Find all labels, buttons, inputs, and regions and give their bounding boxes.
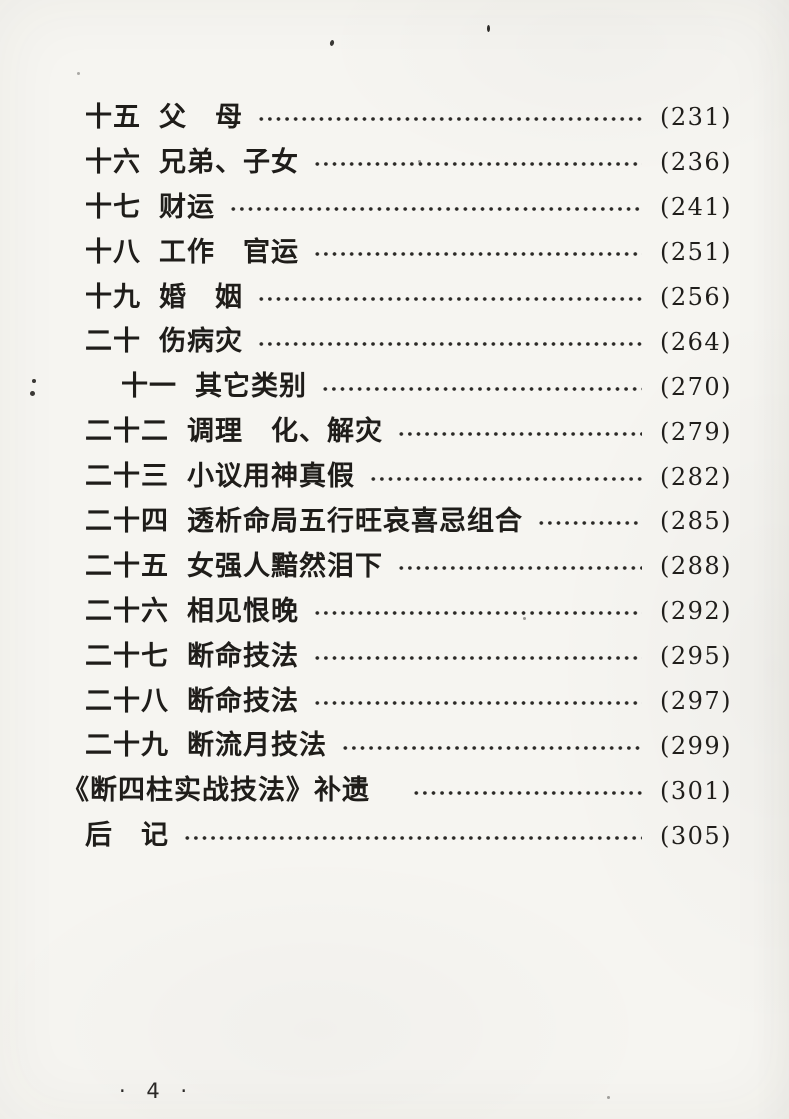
toc-entry-label: 二十五 xyxy=(85,550,169,581)
toc-entry-title: 兄弟、子女 xyxy=(159,146,299,177)
dot-leader xyxy=(537,520,642,527)
toc-entry-label: 二十六 xyxy=(85,595,169,626)
scan-speck xyxy=(607,1096,610,1099)
toc-entry-page: (301) xyxy=(659,776,732,805)
toc-entry-title: 调理 化、解灾 xyxy=(187,416,383,447)
dot-leader xyxy=(397,430,642,437)
dot-leader xyxy=(257,116,642,123)
toc-entry-page: (285) xyxy=(659,507,732,536)
toc-entry-label: 二十三 xyxy=(85,461,169,492)
toc-entry-title: 工作 官运 xyxy=(159,236,299,267)
toc-entry-label: 二十 xyxy=(85,326,141,357)
dot-leader xyxy=(229,206,642,213)
toc-entry-label: 二十九 xyxy=(85,730,169,761)
toc-entry-page: (292) xyxy=(659,597,732,626)
toc-entry-page: (251) xyxy=(659,238,732,267)
toc-entry-label: 二十二 xyxy=(85,416,169,447)
toc-entry-title: 《断四柱实战技法》补遗 xyxy=(62,775,398,806)
toc-row: 二十九 断流月技法 (299) xyxy=(85,723,732,768)
toc-row: 十一 其它类别 (270) xyxy=(121,364,732,409)
toc-entry-page: (299) xyxy=(659,731,732,760)
scan-edge-shade xyxy=(755,0,789,1119)
toc-entry-title: 伤病灾 xyxy=(159,326,243,357)
dot-leader xyxy=(257,296,642,302)
toc-entry-title: 相见恨晚 xyxy=(187,595,299,626)
toc-entry-page: (305) xyxy=(659,821,732,850)
toc-entry-title: 断流月技法 xyxy=(187,730,327,761)
toc-entry-title: 后 记 xyxy=(85,820,169,851)
toc-entry-page: (256) xyxy=(659,283,732,311)
toc-entry-title: 婚 姻 xyxy=(159,281,243,312)
toc-entry-page: (236) xyxy=(659,148,732,177)
toc-row: 二十 伤病灾 (264) xyxy=(85,319,732,364)
dot-leader xyxy=(321,385,642,392)
toc-entry-label: 十七 xyxy=(85,191,141,222)
toc-entry-title: 断命技法 xyxy=(187,640,299,671)
toc-row: 《断四柱实战技法》补遗 (301) xyxy=(62,768,732,813)
toc-entry-page: (297) xyxy=(659,687,732,716)
toc-row: 十六 兄弟、子女 (236) xyxy=(85,140,732,185)
toc-entry-title: 女强人黯然泪下 xyxy=(187,550,383,581)
toc-row: 十七 财运 (241) xyxy=(85,185,732,230)
toc-entry-page: (264) xyxy=(659,327,732,356)
dot-leader xyxy=(341,744,642,751)
toc-entry-label: 二十四 xyxy=(85,505,169,536)
toc-row: 二十五 女强人黯然泪下 (288) xyxy=(85,544,732,589)
toc-entry-title: 父 母 xyxy=(159,101,243,132)
toc-entry-page: (279) xyxy=(659,417,732,446)
toc-row: 十八 工作 官运 (251) xyxy=(85,230,732,275)
toc-entry-page: (270) xyxy=(659,372,732,401)
dot-leader xyxy=(313,610,642,617)
toc-row: 十五 父 母 (231) xyxy=(85,95,732,140)
footer-page-number: · 4 · xyxy=(119,1079,195,1103)
dot-leader xyxy=(313,655,642,662)
scan-speck xyxy=(329,39,335,47)
toc-entry-title: 小议用神真假 xyxy=(187,461,355,492)
dot-leader xyxy=(412,789,642,796)
toc-entry-title: 透析命局五行旺哀喜忌组合 xyxy=(187,505,523,536)
toc-entry-title: 财运 xyxy=(159,191,215,222)
toc-entry-page: (288) xyxy=(659,552,732,581)
toc-entry-page: (231) xyxy=(659,103,732,132)
toc-row: 二十七 断命技法 (295) xyxy=(85,634,732,679)
scan-speck xyxy=(30,391,35,396)
toc-entry-label: 二十八 xyxy=(85,685,169,716)
toc-entry-page: (295) xyxy=(659,642,732,671)
toc-row: 二十八 断命技法 (297) xyxy=(85,679,732,724)
scan-speck xyxy=(77,72,80,75)
toc-entry-title: 其它类别 xyxy=(195,371,307,402)
toc-row: 二十四 透析命局五行旺哀喜忌组合 (285) xyxy=(85,499,732,544)
toc-row: 后 记 (305) xyxy=(85,813,732,858)
toc-entry-label: 十六 xyxy=(85,146,141,177)
dot-leader xyxy=(313,161,642,168)
toc-row: 十九 婚 姻 (256) xyxy=(85,275,732,320)
dot-leader xyxy=(257,340,642,347)
toc-list: 十五 父 母 (231) 十六 兄弟、子女 (236) 十七 财运 (241) … xyxy=(62,95,732,858)
toc-row: 二十三 小议用神真假 (282) xyxy=(85,454,732,499)
dot-leader xyxy=(313,251,642,258)
toc-entry-label: 二十七 xyxy=(85,640,169,671)
toc-entry-label: 十五 xyxy=(85,101,141,132)
toc-entry-page: (282) xyxy=(659,462,732,491)
scan-speck xyxy=(32,379,36,383)
toc-entry-page: (241) xyxy=(659,193,732,222)
toc-row: 二十二 调理 化、解灾 (279) xyxy=(85,409,732,454)
toc-entry-title: 断命技法 xyxy=(187,685,299,716)
toc-entry-label: 十九 xyxy=(85,281,141,312)
dot-leader xyxy=(183,834,642,841)
toc-row: 二十六 相见恨晚 (292) xyxy=(85,589,732,634)
scan-speck xyxy=(487,25,490,32)
dot-leader xyxy=(313,700,642,707)
toc-entry-label: 十一 xyxy=(121,371,177,402)
dot-leader xyxy=(369,475,642,482)
toc-entry-label: 十八 xyxy=(85,236,141,267)
dot-leader xyxy=(397,565,642,572)
